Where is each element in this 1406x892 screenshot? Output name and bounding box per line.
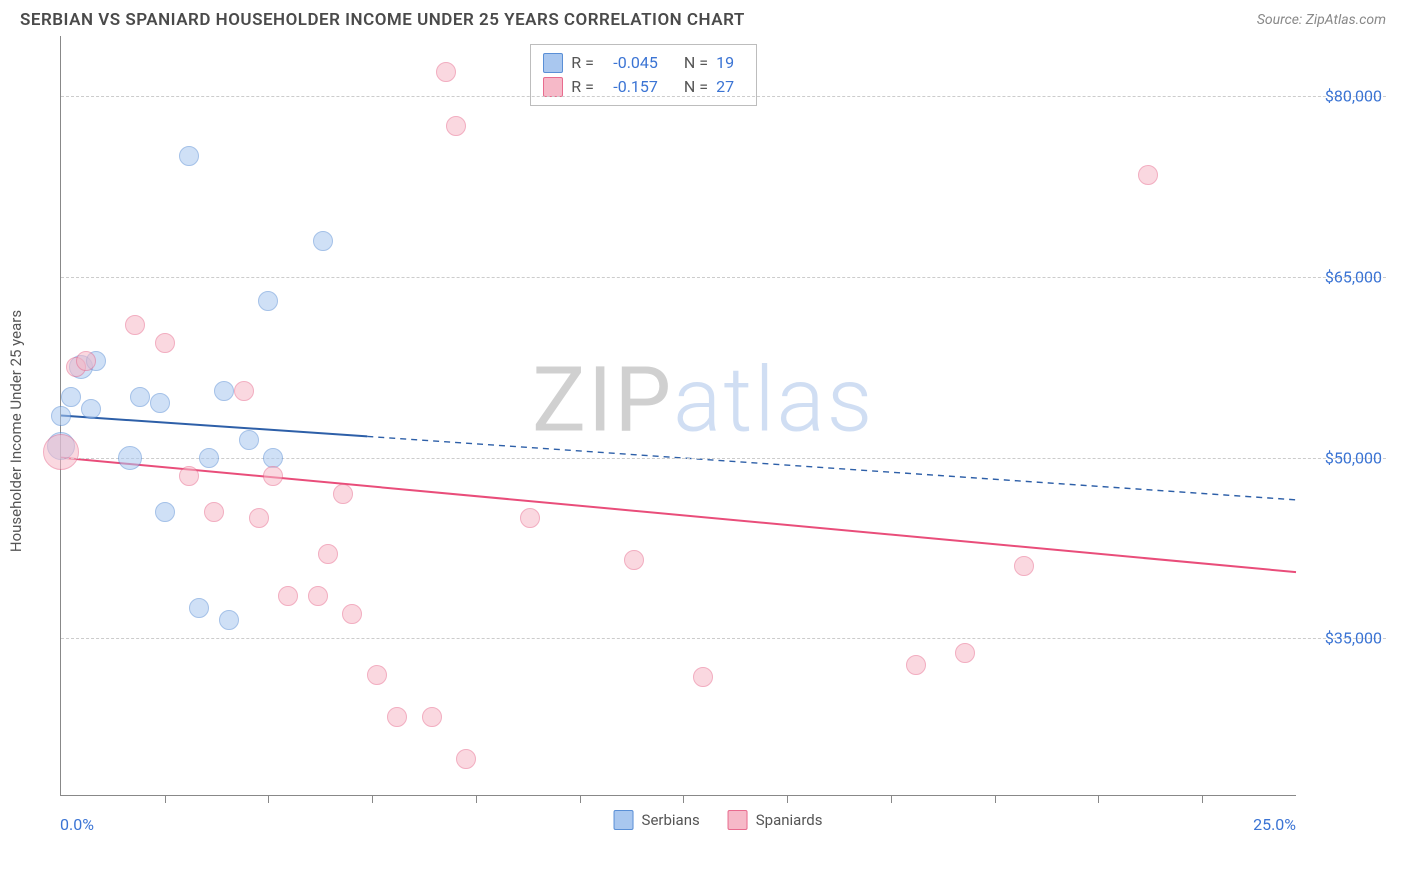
data-point xyxy=(1138,165,1158,185)
data-point xyxy=(263,466,283,486)
legend-swatch xyxy=(614,810,634,830)
legend-swatch xyxy=(543,77,563,97)
data-point xyxy=(308,586,328,606)
y-axis-label: Householder Income Under 25 years xyxy=(7,310,25,552)
data-point xyxy=(199,448,219,468)
x-tick xyxy=(683,795,684,803)
data-point xyxy=(693,667,713,687)
x-tick xyxy=(476,795,477,803)
data-point xyxy=(263,448,283,468)
data-point xyxy=(436,62,456,82)
data-point xyxy=(422,707,442,727)
data-point xyxy=(51,406,71,426)
data-point xyxy=(955,643,975,663)
series-legend: Serbians Spaniards xyxy=(614,810,823,830)
legend-swatch xyxy=(543,53,563,73)
data-point xyxy=(179,466,199,486)
data-point xyxy=(179,146,199,166)
x-tick xyxy=(891,795,892,803)
gridline xyxy=(61,458,1386,459)
data-point xyxy=(118,446,142,470)
r-label: R = xyxy=(571,51,594,75)
chart-area: Householder Income Under 25 years ZIPatl… xyxy=(50,36,1386,826)
data-point xyxy=(456,749,476,769)
data-point xyxy=(342,604,362,624)
legend-item: Serbians xyxy=(614,810,700,830)
data-point xyxy=(150,393,170,413)
data-point xyxy=(155,333,175,353)
x-tick xyxy=(995,795,996,803)
data-point xyxy=(125,315,145,335)
plot-region: ZIPatlas R =-0.045N = 19R =-0.157N = 27 … xyxy=(60,36,1296,796)
data-point xyxy=(81,399,101,419)
data-point xyxy=(239,430,259,450)
y-tick-label: $35,000 xyxy=(1325,629,1382,648)
legend-label: Spaniards xyxy=(756,811,823,829)
data-point xyxy=(258,291,278,311)
data-point xyxy=(214,381,234,401)
data-point xyxy=(189,598,209,618)
data-point xyxy=(219,610,239,630)
x-tick xyxy=(372,795,373,803)
gridline xyxy=(61,277,1386,278)
data-point xyxy=(906,655,926,675)
n-value: 19 xyxy=(716,51,744,75)
data-point xyxy=(387,707,407,727)
r-value: -0.045 xyxy=(602,51,658,75)
gridline xyxy=(61,638,1386,639)
x-tick xyxy=(580,795,581,803)
data-point xyxy=(61,387,81,407)
chart-title: SERBIAN VS SPANIARD HOUSEHOLDER INCOME U… xyxy=(20,10,745,30)
data-point xyxy=(313,231,333,251)
data-point xyxy=(333,484,353,504)
header: SERBIAN VS SPANIARD HOUSEHOLDER INCOME U… xyxy=(0,0,1406,36)
y-tick-label: $80,000 xyxy=(1325,87,1382,106)
x-min-label: 0.0% xyxy=(60,815,94,834)
x-tick xyxy=(1098,795,1099,803)
data-point xyxy=(1014,556,1034,576)
watermark-atlas: atlas xyxy=(673,348,874,453)
data-point xyxy=(43,434,79,470)
data-point xyxy=(624,550,644,570)
x-max-label: 25.0% xyxy=(1253,815,1296,834)
data-point xyxy=(249,508,269,528)
legend-label: Serbians xyxy=(642,811,700,829)
trend-lines-layer xyxy=(61,36,1296,795)
x-tick xyxy=(165,795,166,803)
x-tick xyxy=(1202,795,1203,803)
data-point xyxy=(367,665,387,685)
y-tick-label: $50,000 xyxy=(1325,448,1382,467)
legend-item: Spaniards xyxy=(728,810,823,830)
data-point xyxy=(234,381,254,401)
legend-swatch xyxy=(728,810,748,830)
data-point xyxy=(520,508,540,528)
gridline xyxy=(61,96,1386,97)
data-point xyxy=(130,387,150,407)
data-point xyxy=(204,502,224,522)
watermark-zip: ZIP xyxy=(532,348,673,453)
data-point xyxy=(155,502,175,522)
n-label: N = xyxy=(684,51,708,75)
x-tick xyxy=(268,795,269,803)
data-point xyxy=(76,351,96,371)
legend-row: R = -0.045 N = 19 xyxy=(543,51,744,75)
watermark: ZIPatlas xyxy=(532,348,874,453)
x-tick xyxy=(787,795,788,803)
data-point xyxy=(446,116,466,136)
data-point xyxy=(318,544,338,564)
source-label: Source: ZipAtlas.com xyxy=(1257,12,1386,28)
data-point xyxy=(278,586,298,606)
y-tick-label: $65,000 xyxy=(1325,267,1382,286)
